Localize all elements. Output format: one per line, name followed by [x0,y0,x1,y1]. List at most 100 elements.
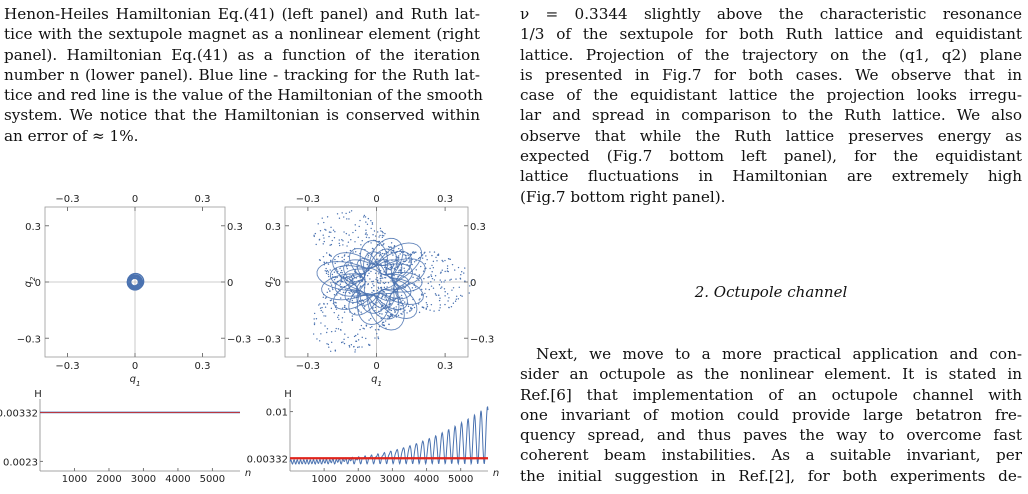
trajectory-point [318,238,321,241]
trajectory-point [403,301,406,303]
trajectory-point [439,307,441,309]
trajectory-point [334,262,336,265]
trajectory-point [319,307,322,309]
trajectory-point [352,292,354,294]
trajectory-point [402,285,404,287]
trajectory-point [399,270,402,272]
trajectory-point [368,344,370,347]
trajectory-point [333,278,336,281]
x-tick-label: 0.3 [195,361,211,372]
trajectory-point [370,242,372,244]
trajectory-point [382,324,384,327]
trajectory-point [326,343,328,345]
trajectory-point [342,244,344,246]
paragraph-line: (Fig.7 bottom right panel). [520,187,726,206]
trajectory-point [371,326,373,328]
y-tick-label: 0.3 [227,222,243,233]
trajectory-point [330,307,333,310]
trajectory-point [330,243,333,246]
trajectory-point [323,237,325,239]
trajectory-point [349,249,352,252]
trajectory-point [426,304,428,306]
trajectory-point [325,267,327,270]
trajectory-point [444,279,446,281]
trajectory-point [395,306,397,308]
trajectory-point [369,326,372,329]
trajectory-point [401,251,403,254]
trajectory-point [326,303,329,305]
trajectory-point [348,211,351,213]
trajectory-point [350,239,352,241]
trajectory-point [395,258,397,260]
trajectory-point [357,236,359,239]
trajectory-point [448,258,450,260]
trajectory-point [409,260,411,262]
trajectory-point [389,269,392,271]
trajectory-point [425,296,428,298]
trajectory-point [449,258,452,261]
trajectory-point [455,295,458,297]
paragraph-line: case of the equidistant lattice the proj… [520,86,1022,105]
trajectory-loop [321,237,418,319]
trajectory-point [368,237,370,239]
trajectory-point [351,299,354,302]
trajectory-point [327,343,330,346]
trajectory-point [359,219,361,222]
trajectory-point [330,259,332,262]
trajectory-point [397,314,400,317]
trajectory-point [400,294,403,297]
trajectory-point [343,216,345,218]
trajectory-point [322,311,324,313]
trajectory-point [339,297,342,299]
trajectory-point [314,232,317,235]
trajectory-point [431,264,433,267]
trajectory-point [422,306,425,309]
trajectory-point [422,270,425,272]
trajectory-point [313,234,315,237]
trajectory-point [400,312,402,315]
trajectory-point [385,261,387,263]
trajectory-point [346,218,348,220]
trajectory-point [350,290,352,293]
trajectory-point [334,258,336,261]
x-tick-label: 0.3 [437,194,453,205]
trajectory-point [379,227,382,230]
trajectory-point [404,260,406,262]
trajectory-point [383,321,385,323]
x-tick-label: 0.3 [437,361,453,372]
trajectory-point [381,236,384,239]
trajectory-point [415,269,417,271]
trajectory-point [438,299,441,302]
trajectory-point [365,337,367,340]
trajectory-point [382,290,385,292]
caption-line: system. We notice that the Hamiltonian i… [4,106,480,125]
x-axis-label: n [493,468,499,479]
trajectory-point [351,318,354,320]
paragraph-line: lar and spread in comparison to the Ruth… [520,106,1022,125]
trajectory-point [398,247,400,250]
trajectory-point [402,311,404,313]
trajectory-point [345,232,348,235]
trajectory-point [444,295,446,297]
y-tick-label: 0 [35,278,41,289]
y-tick-label: 0.00332 [247,454,288,465]
trajectory-point [371,291,373,294]
trajectory-point [441,286,443,288]
trajectory-point [383,252,385,255]
trajectory-point [315,243,317,246]
trajectory-point [346,268,348,270]
trajectory-point [411,263,413,266]
trajectory-point [404,270,406,272]
trajectory-point [394,309,396,311]
trajectory-point [338,239,340,241]
trajectory-point [444,259,446,262]
trajectory-point [336,276,338,278]
trajectory-point [324,306,327,308]
trajectory-point [340,277,343,279]
trajectory-point [431,277,434,280]
paragraph-line: expected (Fig.7 bottom left panel), for … [520,147,1022,166]
trajectory-point [426,259,428,261]
trajectory-point [430,285,433,287]
trajectory-point [327,263,330,265]
trajectory-point [364,233,367,235]
